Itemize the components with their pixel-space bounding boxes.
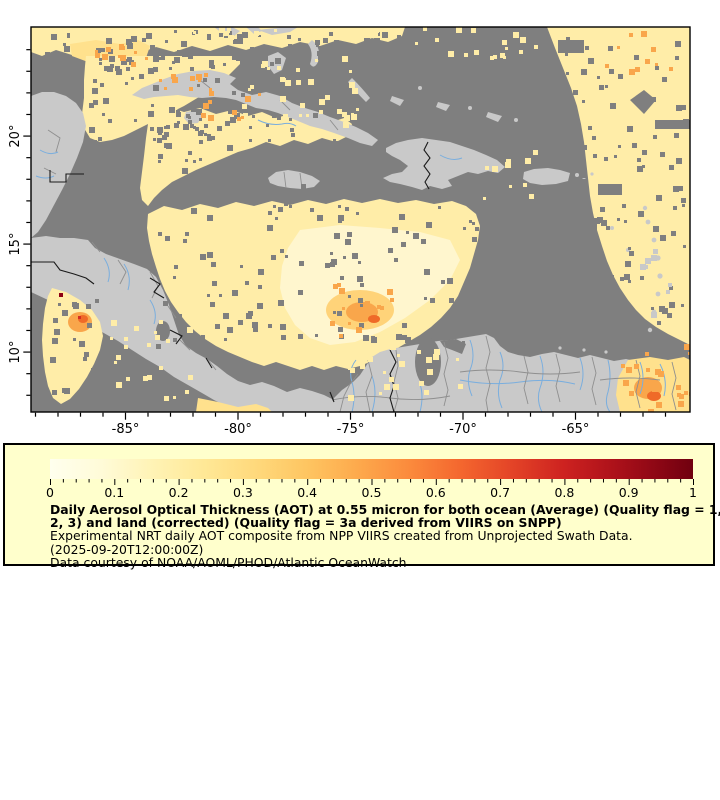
y-axis-tick-label: 10° bbox=[8, 341, 23, 364]
colorbar-tick-label: 0 bbox=[46, 485, 54, 500]
axis-labels: -85° -80° -75° -70° -65° 20° 15° 10° bbox=[8, 125, 589, 437]
map-plot-area bbox=[31, 27, 690, 412]
legend-subtitle: Experimental NRT daily AOT composite fro… bbox=[50, 528, 633, 544]
colorbar-tick-label: 0.8 bbox=[554, 485, 575, 500]
legend-text: Daily Aerosol Optical Thickness (AOT) at… bbox=[50, 503, 720, 569]
legend-credit: Data courtesy of NOAA/AOML/PHOD/Atlantic… bbox=[50, 554, 407, 570]
x-axis-tick-label: -70° bbox=[449, 422, 477, 437]
virgin-island bbox=[575, 173, 579, 177]
colorbar-tick-label: 0.6 bbox=[425, 485, 446, 500]
legend-timestamp: (2025-09-20T12:00:00Z) bbox=[50, 541, 204, 557]
aot-map-figure: -85° -80° -75° -70° -65° 20° 15° 10° bbox=[8, 26, 691, 437]
x-axis-tick-label: -85° bbox=[112, 422, 140, 437]
legend-title-line2: 2, 3) and land (corrected) (Quality flag… bbox=[50, 515, 562, 531]
bahamas-cay bbox=[514, 118, 518, 122]
virgin-island bbox=[590, 172, 594, 176]
maracaibo-neck bbox=[423, 340, 432, 354]
x-axis-tick-label: -75° bbox=[337, 422, 365, 437]
legend-box: 0 0.1 0.2 0.3 0.4 0.5 0.6 0.7 0.8 0.9 1 Daily Aero… bbox=[3, 443, 720, 569]
colorbar-labels: 0 0.1 0.2 0.3 0.4 0.5 0.6 0.7 0.8 0.9 1 bbox=[5, 485, 717, 501]
cuba-landmass bbox=[132, 70, 378, 146]
bahamas-crooked bbox=[390, 96, 404, 106]
east-swath-hole bbox=[598, 184, 622, 195]
bahamas-grand-bahama bbox=[258, 27, 298, 35]
y-axis-tick-label: 20° bbox=[8, 125, 23, 148]
pacific-ocean bbox=[31, 292, 266, 412]
colorbar bbox=[50, 459, 693, 479]
colorbar-tick-label: 0.9 bbox=[618, 485, 639, 500]
yucatan-mexico-landmass bbox=[31, 92, 86, 238]
colorbar-tick-label: 0.3 bbox=[232, 485, 253, 500]
aot-plume-caribbean-core bbox=[280, 225, 460, 345]
trinidad-red-orange-spot bbox=[647, 391, 661, 401]
raster-noise bbox=[39, 27, 690, 412]
aot-patch-panama-coast bbox=[196, 398, 272, 412]
y-axis-tick-label: 15° bbox=[8, 233, 23, 256]
aot-plume-central-cuba bbox=[140, 106, 352, 206]
colorbar-ticks bbox=[50, 479, 694, 485]
colorbar-tick-label: 0.5 bbox=[361, 485, 382, 500]
colorbar-tick-label: 0.1 bbox=[104, 485, 125, 500]
plot-frame bbox=[30, 26, 691, 413]
gulf-of-venezuela bbox=[440, 339, 466, 354]
abc-islands bbox=[558, 346, 608, 354]
colorbar-tick-label: 0.4 bbox=[297, 485, 318, 500]
bahamas-cay bbox=[468, 106, 472, 110]
pacific-crimson-pixel bbox=[59, 293, 63, 297]
east-swath-hole-top bbox=[558, 40, 584, 53]
bahamas-cay bbox=[418, 86, 422, 90]
pacific-red-pixel bbox=[78, 316, 81, 319]
hispaniola-landmass bbox=[383, 138, 505, 190]
colorbar-tick-label: 0.7 bbox=[490, 485, 511, 500]
colorbar-tick-label: 0.2 bbox=[168, 485, 189, 500]
east-swath-hole-streak bbox=[655, 120, 690, 129]
axis-ticks bbox=[23, 49, 667, 420]
plume-red-orange-spot bbox=[368, 315, 380, 323]
caicos bbox=[486, 112, 502, 122]
jamaica-landmass bbox=[268, 170, 320, 189]
bahamas-turks bbox=[436, 102, 450, 111]
legend-title-line1: Daily Aerosol Optical Thickness (AOT) at… bbox=[50, 502, 720, 517]
colorbar-tick-label: 1 bbox=[689, 485, 697, 500]
x-axis-tick-label: -80° bbox=[224, 422, 252, 437]
puerto-rico-landmass bbox=[523, 168, 570, 185]
x-axis-tick-label: -65° bbox=[562, 422, 590, 437]
